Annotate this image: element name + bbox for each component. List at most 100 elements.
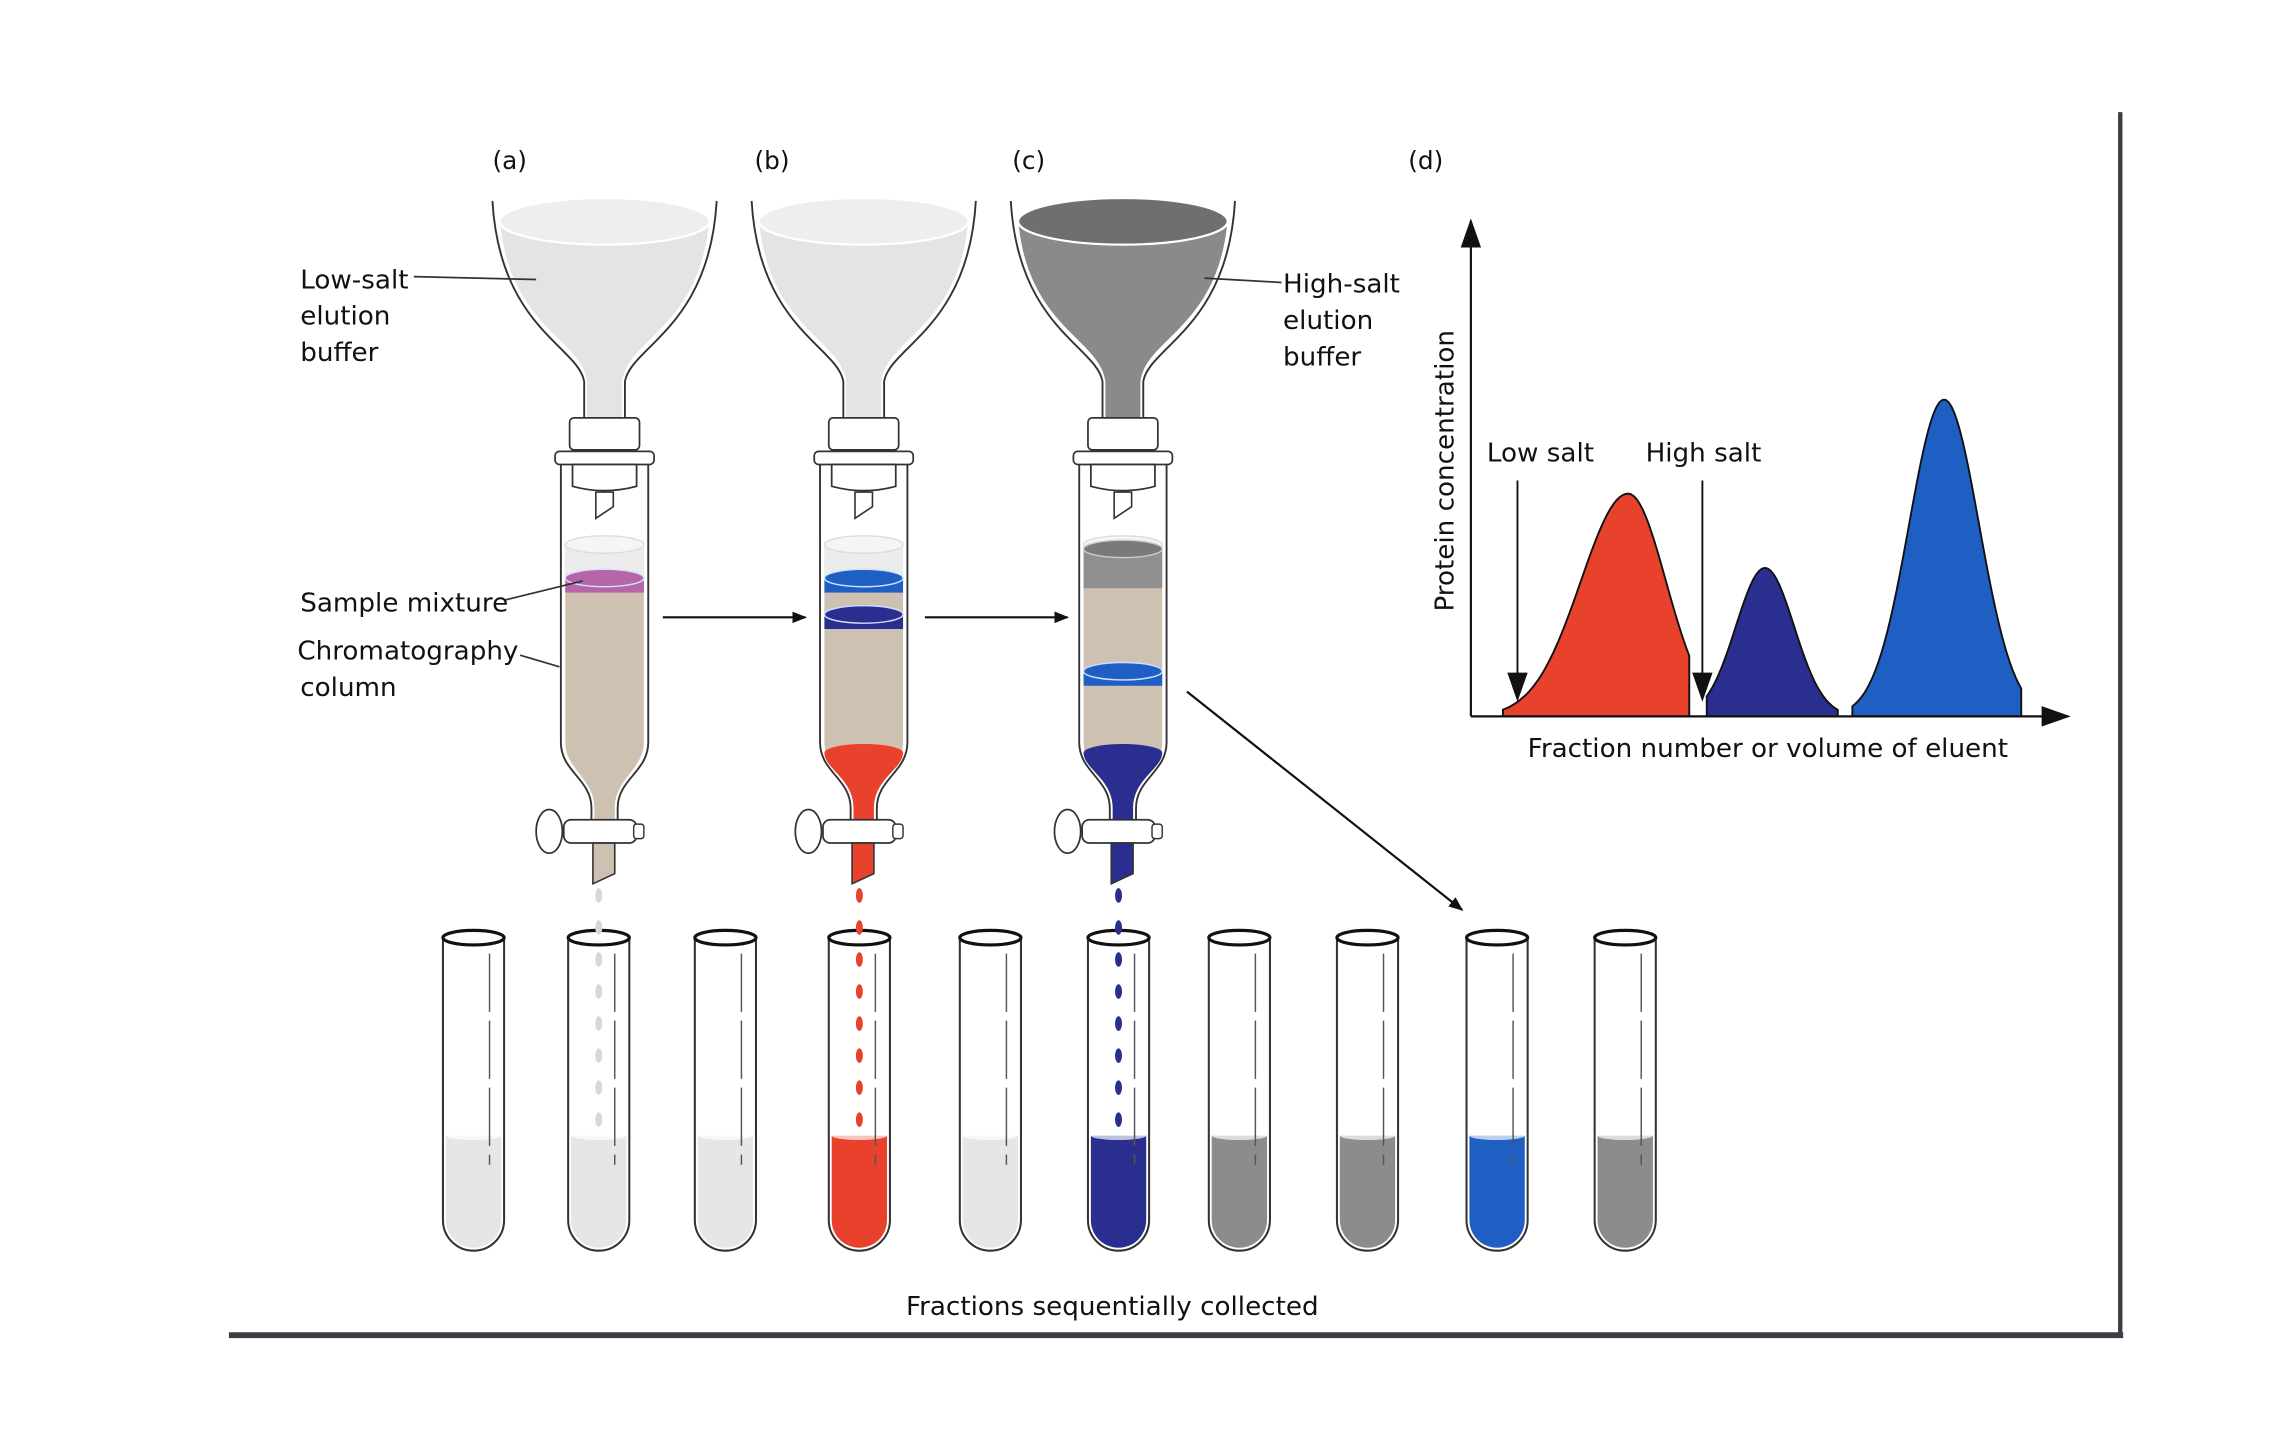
protein-band-top	[1082, 661, 1163, 681]
droplet	[855, 952, 863, 967]
liquid-meniscus	[1469, 1131, 1525, 1141]
liquid-surface	[823, 535, 904, 555]
outlet-tip	[1110, 842, 1134, 886]
protein-band-top	[823, 568, 904, 588]
stopcock-handle-icon	[794, 808, 823, 855]
droplet	[595, 1080, 603, 1095]
leader-line	[519, 654, 560, 668]
tube-rim	[1207, 928, 1272, 947]
droplet	[595, 920, 603, 935]
stopper	[568, 416, 641, 451]
droplet	[595, 1048, 603, 1063]
droplet	[1115, 1080, 1123, 1095]
fraction-tube	[566, 888, 631, 1252]
tube-outline	[958, 939, 1022, 1252]
column-flange	[554, 450, 655, 466]
liquid-meniscus	[1090, 1131, 1147, 1141]
fraction-tube	[958, 928, 1023, 1252]
column-apparatus-a	[491, 196, 718, 886]
buffer-surface	[498, 196, 711, 246]
stopcock-handle-icon	[535, 808, 564, 855]
elution-profile-graph: Protein concentration Fraction number or…	[1430, 218, 2071, 764]
droplet	[855, 984, 863, 999]
high-salt-marker-label: High salt	[1646, 439, 1762, 469]
tube-liquid	[1339, 1135, 1396, 1248]
peak-red_protein	[1501, 492, 1691, 718]
stopcock-handle-icon	[1053, 808, 1082, 855]
peak-navy_protein	[1705, 566, 1839, 718]
tube-liquid	[1090, 1135, 1147, 1248]
leader-line	[1204, 277, 1282, 284]
label-line: buffer	[1283, 342, 1361, 372]
low-salt-buffer-label: Low-salt elution buffer	[300, 265, 537, 368]
fraction-tube	[827, 888, 892, 1252]
fraction-tube	[1593, 928, 1658, 1252]
leader-line	[413, 275, 537, 281]
column-packing	[565, 553, 644, 823]
droplet	[595, 1016, 603, 1031]
label-line: Low-salt	[300, 265, 408, 295]
fraction-tube	[1335, 928, 1400, 1252]
tube-outline	[693, 939, 758, 1252]
inlet-tip	[1113, 491, 1133, 520]
stopcock-cap	[632, 823, 645, 840]
column-label: Chromatography column	[297, 637, 560, 703]
band-surface	[1082, 539, 1163, 559]
funnel-icon	[1009, 200, 1236, 426]
fraction-tube	[1207, 928, 1272, 1252]
fraction-tube	[441, 928, 506, 1252]
buffer-in-funnel	[499, 218, 710, 426]
label-line: column	[300, 673, 396, 703]
droplet	[1115, 1016, 1123, 1031]
tube-outline	[567, 939, 631, 1252]
tube-liquid	[1597, 1135, 1653, 1248]
droplet	[1115, 888, 1123, 903]
low-salt-marker-label: Low salt	[1487, 439, 1594, 469]
funnel-icon	[491, 200, 718, 426]
stopper	[1087, 416, 1159, 451]
eluting-protein-navy_protein	[1083, 752, 1163, 874]
tube-rim	[1464, 928, 1530, 947]
buffer-in-funnel	[1018, 218, 1228, 426]
droplet	[1115, 1048, 1123, 1063]
tube-outline	[1335, 939, 1400, 1252]
stopcock	[822, 818, 897, 844]
stopcock-cap	[1151, 823, 1163, 840]
x-axis-label: Fraction number or volume of eluent	[1528, 734, 2008, 764]
droplet	[855, 1048, 863, 1063]
stopper-bottom	[571, 463, 638, 492]
tube-liquid	[571, 1135, 627, 1248]
eluting-band-top	[824, 744, 904, 762]
droplet	[1115, 920, 1123, 935]
high-salt-buffer-label: High-salt elution buffer	[1204, 270, 1400, 372]
inlet-tip	[854, 491, 874, 520]
liquid-meniscus	[697, 1131, 754, 1141]
tube-rim	[441, 928, 506, 947]
fraction-tube	[1086, 888, 1151, 1252]
stopper	[827, 416, 900, 451]
panel-label-b: (b)	[755, 146, 790, 175]
buffer-surface	[1016, 196, 1229, 246]
droplet	[1115, 952, 1123, 967]
tube-rim	[1593, 928, 1658, 947]
columns-group	[491, 196, 1236, 886]
leader-line	[505, 580, 583, 601]
tube-rim	[1335, 928, 1400, 947]
liquid-meniscus	[962, 1131, 1019, 1141]
sample-mixture-label: Sample mixture	[300, 580, 583, 619]
label-line: elution	[1283, 306, 1373, 336]
liquid-surface	[564, 535, 645, 555]
droplet	[595, 1112, 603, 1127]
label-line: High-salt	[1283, 270, 1400, 300]
tube-liquid	[1469, 1135, 1525, 1248]
panel-label-a: (a)	[492, 146, 526, 175]
liquid-meniscus	[1597, 1131, 1653, 1141]
stopcock-cap	[892, 823, 904, 840]
tube-liquid	[445, 1135, 502, 1248]
column-apparatus-b	[750, 196, 977, 886]
y-axis-label: Protein concentration	[1430, 330, 1460, 612]
inlet-tip	[595, 491, 615, 520]
droplet	[595, 952, 603, 967]
column-flange	[1072, 450, 1174, 466]
tube-outline	[441, 939, 506, 1252]
